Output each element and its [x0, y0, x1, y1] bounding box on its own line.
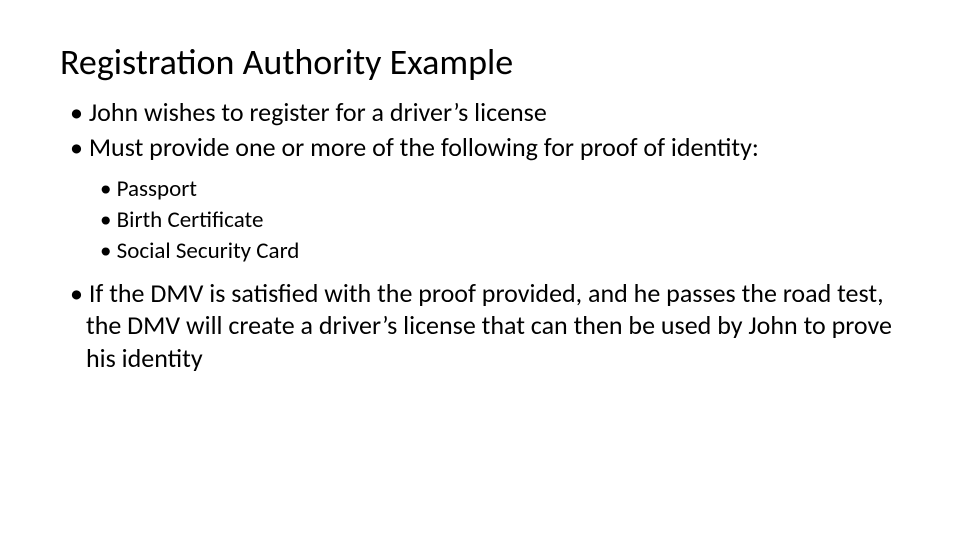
bullet-level2: Passport	[100, 175, 900, 205]
bullet-level2: Birth Certificate	[100, 206, 900, 236]
bullet-level1: John wishes to register for a driver’s l…	[70, 96, 900, 129]
bullet-level1: Must provide one or more of the followin…	[70, 131, 900, 164]
bullet-level1: If the DMV is satisfied with the proof p…	[70, 277, 900, 375]
sub-bullet-group: Passport Birth Certificate Social Securi…	[60, 175, 900, 267]
slide-title: Registration Authority Example	[60, 40, 900, 84]
bullet-level2: Social Security Card	[100, 237, 900, 267]
